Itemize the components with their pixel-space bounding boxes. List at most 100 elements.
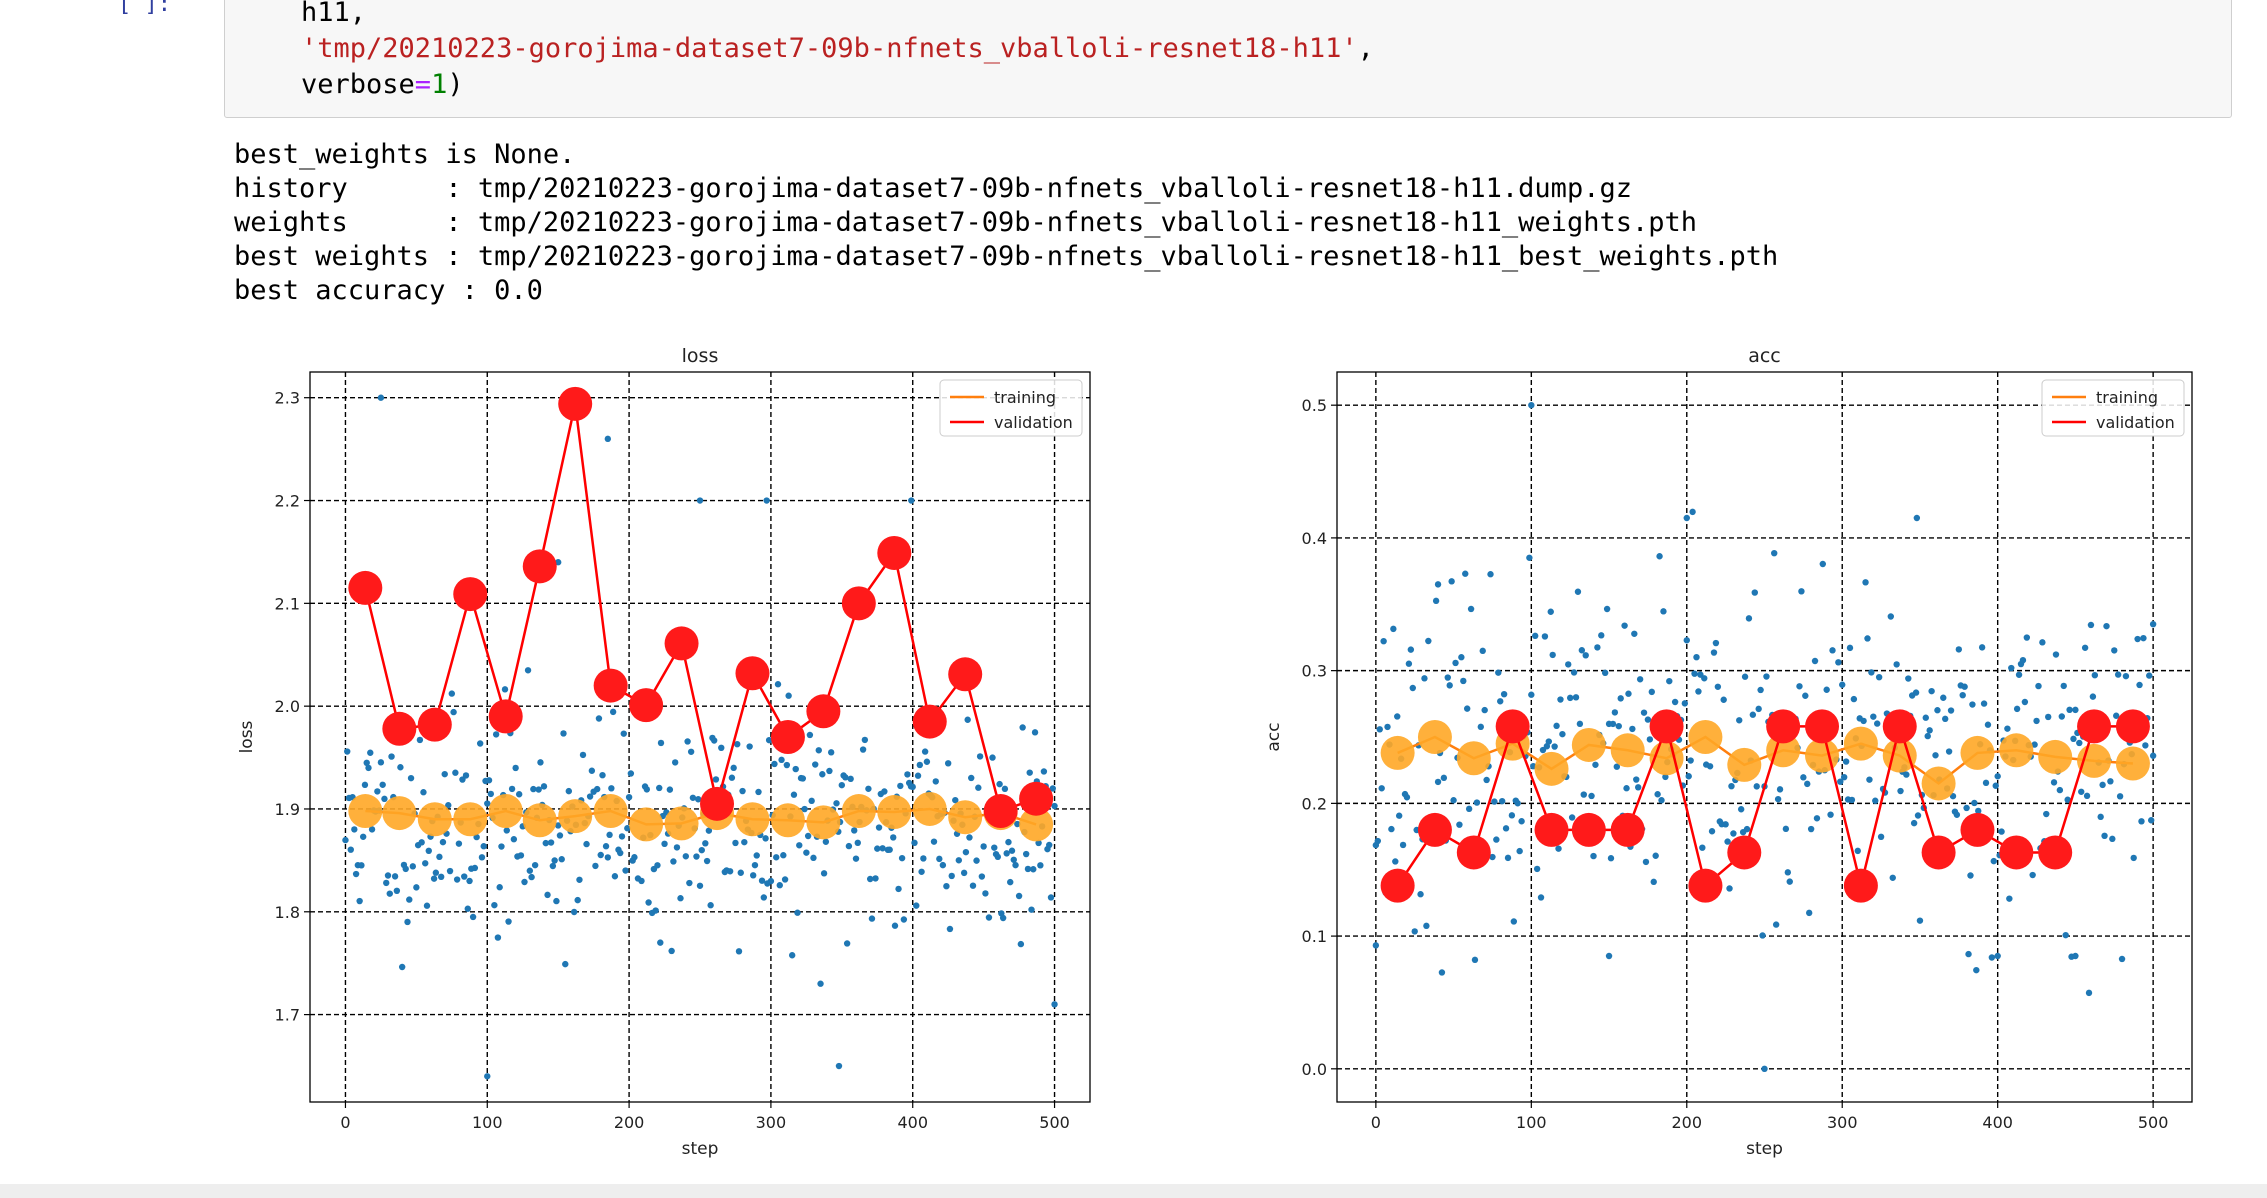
validation-line: [364, 403, 1037, 813]
validation-marker: [1805, 709, 1840, 744]
scatter-point: [1868, 669, 1875, 676]
code-cell[interactable]: h11, 'tmp/20210223-gorojima-dataset7-09b…: [224, 0, 2232, 118]
scatter-point: [1438, 969, 1446, 976]
training-marker: [2038, 739, 2073, 774]
scatter-point: [851, 827, 858, 834]
scatter-point: [2066, 706, 2073, 714]
scatter-point: [1040, 768, 1048, 775]
scatter-point: [1051, 1001, 1058, 1008]
scatter-point: [611, 873, 619, 880]
validation-marker: [1380, 868, 1415, 903]
scatter-point: [2072, 952, 2079, 960]
scatter-point: [617, 849, 624, 857]
validation-marker: [1417, 812, 1452, 847]
scatter-point: [1551, 743, 1558, 750]
scatter-point: [2023, 634, 2031, 641]
validation-marker: [1921, 835, 1956, 870]
scatter-point: [1012, 861, 1019, 869]
scatter-point: [1411, 928, 1418, 935]
scatter-point: [1776, 786, 1784, 793]
training-marker: [348, 794, 383, 829]
scatter-point: [645, 899, 652, 906]
scatter-point: [778, 756, 785, 764]
scatter-point: [730, 764, 737, 772]
scatter-point: [1689, 508, 1696, 516]
scatter-point: [586, 793, 594, 800]
scatter-point: [1701, 675, 1708, 682]
scatter-point: [1549, 651, 1556, 659]
scatter-point: [2130, 854, 2137, 862]
training-marker: [877, 795, 912, 830]
scatter-point: [358, 862, 365, 869]
scatter-point: [436, 853, 443, 861]
scatter-point: [498, 843, 505, 850]
scatter-point: [1802, 692, 1809, 699]
x-tick-label: 500: [2138, 1113, 2169, 1132]
scatter-point: [624, 825, 631, 832]
scatter-point: [790, 791, 798, 798]
scatter-point: [1625, 690, 1632, 697]
bottom-scrollbar[interactable]: [0, 1184, 2267, 1198]
scatter-point: [923, 758, 931, 765]
scatter-point: [1761, 1065, 1768, 1073]
scatter-point: [1872, 797, 1879, 804]
scatter-point: [494, 934, 502, 941]
scatter-point: [1691, 670, 1698, 677]
chart-title: acc: [1748, 345, 1781, 367]
scatter-point: [1813, 815, 1821, 822]
scatter-point: [422, 860, 429, 867]
scatter-point: [1479, 647, 1486, 655]
scatter-point: [1594, 644, 1601, 651]
scatter-point: [508, 785, 516, 793]
scatter-point: [556, 832, 564, 839]
scatter-point: [1518, 818, 1525, 825]
scatter-point: [368, 826, 376, 833]
scatter-point: [1699, 844, 1706, 851]
scatter-point: [1031, 729, 1039, 736]
scatter-point: [2103, 622, 2110, 630]
scatter-point: [881, 788, 888, 795]
scatter-point: [439, 838, 447, 846]
scatter-point: [1500, 690, 1508, 698]
training-marker: [417, 802, 452, 837]
scatter-point: [2008, 664, 2015, 672]
scatter-point: [1022, 850, 1030, 858]
scatter-point: [707, 902, 714, 909]
scatter-point: [994, 853, 1002, 861]
scatter-point: [1736, 717, 1743, 724]
scatter-point: [1940, 694, 1947, 701]
scatter-point: [2101, 832, 2108, 840]
scatter-point: [397, 764, 404, 771]
y-tick-label: 2.3: [275, 389, 300, 408]
scatter-point: [1990, 857, 1997, 865]
scatter-point: [386, 890, 393, 897]
scatter-point: [886, 846, 893, 853]
scatter-point: [686, 879, 693, 887]
scatter-point: [1487, 571, 1494, 578]
scatter-point: [2070, 735, 2077, 743]
scatter-point: [1652, 852, 1659, 859]
scatter-point: [792, 765, 799, 773]
validation-marker: [1999, 835, 2034, 870]
scatter-point: [1959, 691, 1966, 699]
scatter-point: [859, 746, 867, 753]
scatter-point: [553, 897, 560, 905]
scatter-point: [446, 867, 454, 875]
scatter-point: [1683, 514, 1690, 522]
scatter-point: [1617, 695, 1624, 702]
scatter-point: [1819, 560, 1826, 568]
scatter-point: [530, 785, 537, 793]
scatter-point: [751, 861, 759, 869]
scatter-point: [946, 925, 954, 933]
scatter-point: [1640, 709, 1648, 716]
validation-marker: [770, 720, 805, 754]
training-marker: [841, 794, 876, 829]
scatter-point: [2045, 713, 2052, 721]
scatter-point: [560, 730, 567, 737]
scatter-point: [989, 754, 996, 761]
scatter-point: [973, 857, 980, 864]
x-tick-label: 0: [340, 1113, 350, 1132]
scatter-point: [505, 918, 512, 925]
scatter-point: [1932, 752, 1939, 759]
scatter-point: [684, 738, 691, 745]
